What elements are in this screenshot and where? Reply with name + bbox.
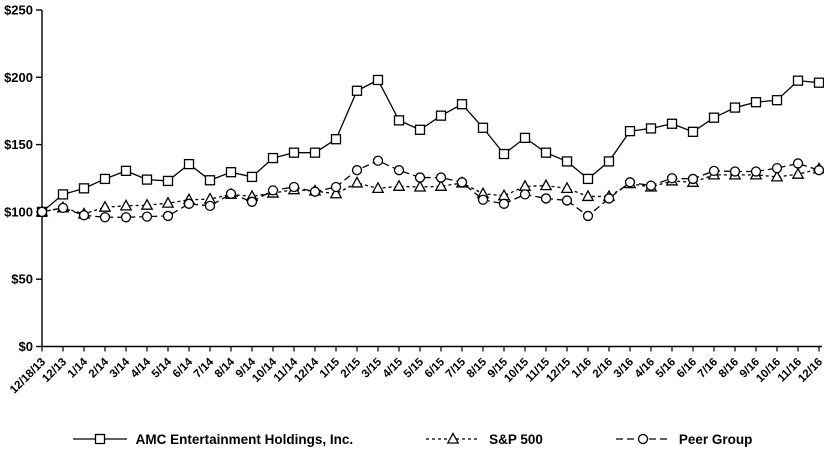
svg-text:2/16: 2/16 (591, 356, 615, 380)
svg-text:1/15: 1/15 (318, 356, 343, 381)
svg-text:6/16: 6/16 (675, 356, 699, 380)
svg-text:6/15: 6/15 (423, 356, 448, 381)
svg-text:12/14: 12/14 (292, 356, 321, 385)
legend-item-amc: AMC Entertainment Holdings, Inc. (72, 431, 354, 447)
chart-svg: $0$50$100$150$200$25012/18/1312/131/142/… (4, 3, 824, 396)
svg-text:$0: $0 (19, 339, 33, 354)
legend-label-peer-group: Peer Group (678, 431, 753, 447)
svg-text:5/14: 5/14 (150, 356, 175, 381)
svg-text:7/14: 7/14 (192, 356, 217, 381)
svg-text:7/16: 7/16 (696, 356, 720, 380)
svg-text:12/16: 12/16 (796, 356, 824, 385)
svg-text:12/15: 12/15 (544, 356, 573, 385)
svg-text:4/16: 4/16 (633, 356, 657, 380)
svg-text:3/14: 3/14 (108, 356, 133, 381)
plot-area: $0 $50 $100 $150 $200 $250 12/18/13 12/13 1/14 2/… (4, 3, 824, 396)
amc-square-marker-icon (72, 432, 128, 446)
svg-text:1/14: 1/14 (66, 356, 91, 381)
sp500-triangle-marker-icon (425, 432, 481, 446)
peer-group-circle-marker-icon (615, 432, 671, 446)
svg-text:10/16: 10/16 (754, 356, 783, 385)
svg-text:3/16: 3/16 (612, 356, 636, 380)
legend-label-sp500: S&P 500 (489, 431, 543, 447)
svg-text:8/15: 8/15 (465, 356, 490, 381)
svg-text:2/15: 2/15 (339, 356, 364, 381)
svg-text:12/13: 12/13 (40, 356, 69, 385)
svg-text:8/16: 8/16 (717, 356, 741, 380)
svg-text:$150: $150 (4, 137, 33, 152)
svg-text:5/16: 5/16 (654, 356, 678, 380)
legend-item-peer-group: Peer Group (615, 431, 753, 447)
svg-text:7/15: 7/15 (444, 356, 469, 381)
svg-text:5/15: 5/15 (402, 356, 427, 381)
svg-text:2/14: 2/14 (87, 356, 112, 381)
svg-text:3/15: 3/15 (360, 356, 385, 381)
svg-text:$200: $200 (4, 70, 33, 85)
legend-label-amc: AMC Entertainment Holdings, Inc. (135, 431, 354, 447)
svg-text:$50: $50 (11, 272, 33, 287)
legend: AMC Entertainment Holdings, Inc. S&P 500… (0, 424, 824, 454)
svg-text:1/16: 1/16 (570, 356, 594, 380)
svg-text:4/14: 4/14 (129, 356, 154, 381)
svg-text:$100: $100 (4, 204, 33, 219)
svg-text:8/14: 8/14 (213, 356, 238, 381)
legend-item-sp500: S&P 500 (425, 432, 543, 447)
svg-text:$250: $250 (4, 3, 33, 18)
svg-text:6/14: 6/14 (171, 356, 196, 381)
svg-text:4/15: 4/15 (381, 356, 406, 381)
